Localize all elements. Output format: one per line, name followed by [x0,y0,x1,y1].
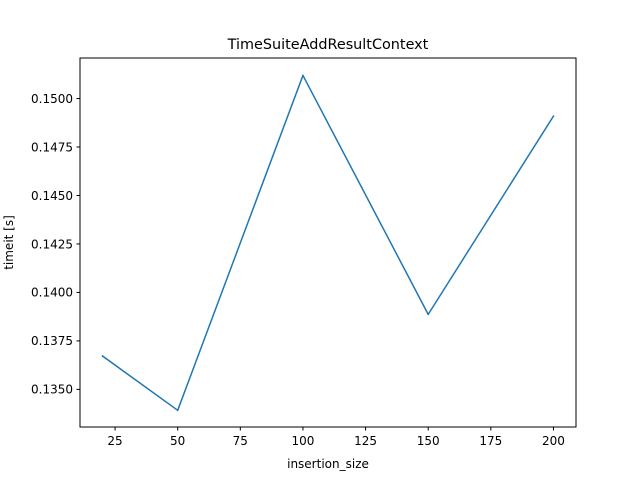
data-point [427,313,430,316]
data-point [302,74,304,77]
data-point [101,355,104,357]
plot-area [79,57,577,428]
series-layer [101,74,555,412]
y-tick-label: 0.1350 [31,383,73,397]
x-axis: 25 50 75 100 125 150 175 200 [107,427,565,448]
y-tick-label: 0.1450 [31,189,73,203]
x-tick-label: 175 [479,434,502,448]
data-point [176,409,179,412]
y-tick-label: 0.1375 [31,334,73,348]
y-tick-label: 0.1425 [31,237,73,251]
y-axis-label: timeit [s] [2,215,16,270]
x-tick-label: 150 [417,434,440,448]
data-point [552,115,555,117]
y-tick-label: 0.1400 [31,286,73,300]
x-tick-label: 50 [170,434,185,448]
y-axis: 0.1350 0.1375 0.1400 0.1425 0.1450 0.1475 0.15… [31,92,80,397]
x-tick-label: 200 [542,434,565,448]
x-tick-label: 75 [233,434,248,448]
x-tick-label: 25 [107,434,122,448]
x-tick-label: 125 [354,434,377,448]
plot-frame [79,57,577,428]
series-line [101,74,555,412]
x-tick-label: 100 [291,434,314,448]
y-tick-label: 0.1475 [31,140,73,154]
x-axis-label: insertion_size [287,457,369,471]
chart-title: TimeSuiteAddResultContext [227,37,429,53]
y-tick-label: 0.1500 [31,92,73,106]
